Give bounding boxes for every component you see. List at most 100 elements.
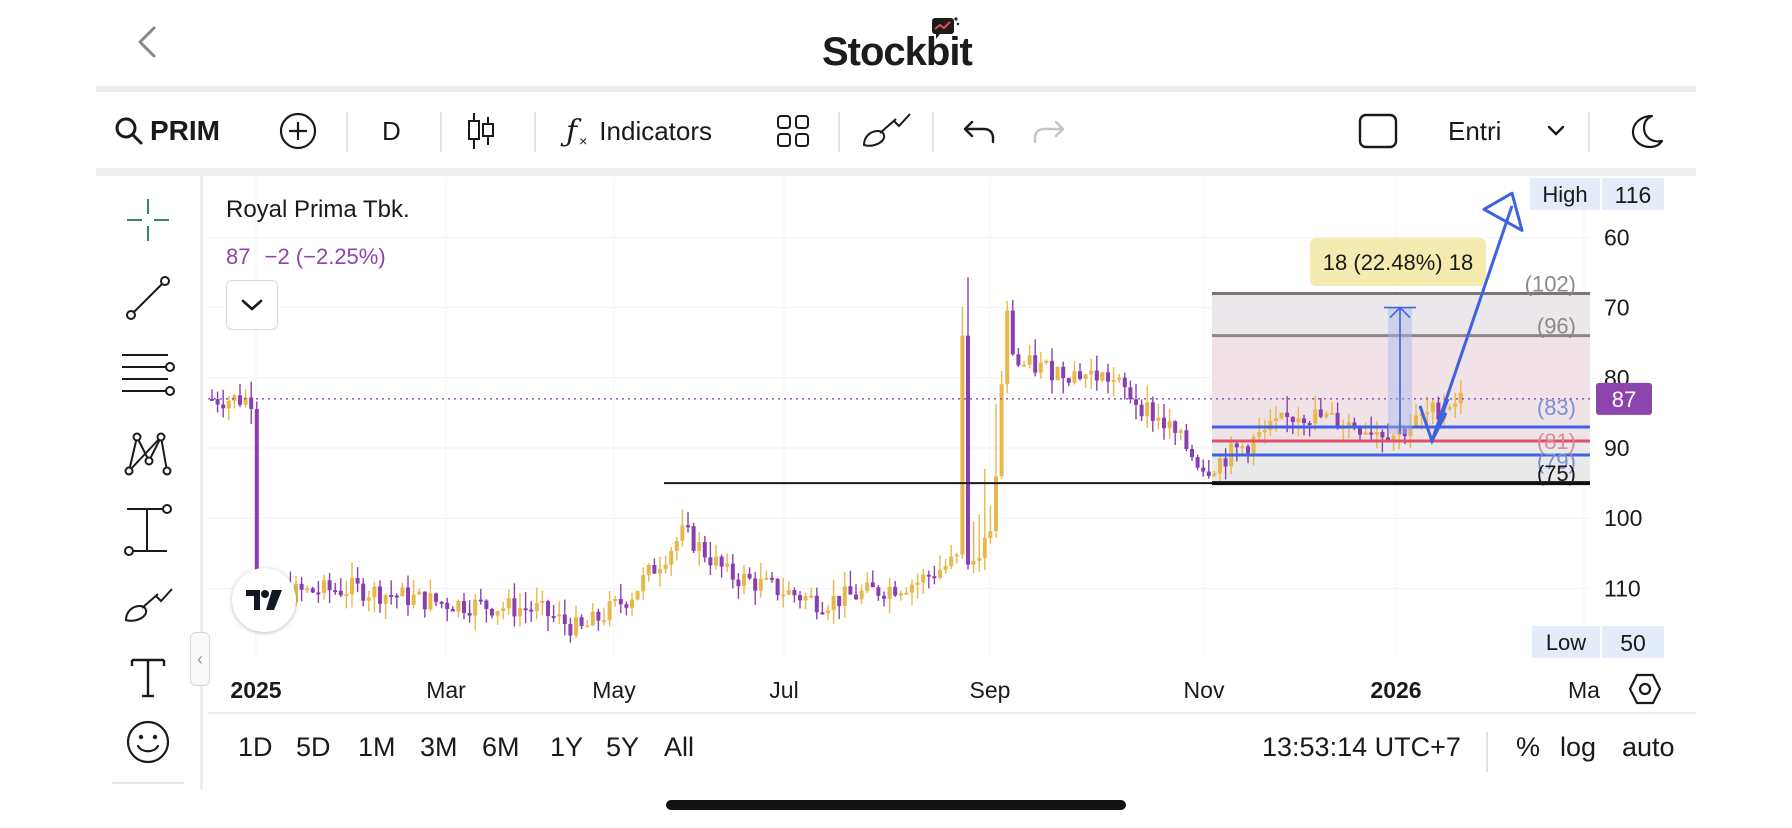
candle-body [842, 586, 847, 607]
range-3m[interactable]: 3M [420, 732, 458, 762]
candle-body [646, 565, 651, 576]
tradingview-logo[interactable] [232, 568, 296, 632]
range-1m[interactable]: 1M [358, 732, 396, 762]
candle-body [1010, 310, 1015, 355]
symbol-search[interactable]: PRIM [114, 94, 220, 168]
candle-body [798, 595, 802, 601]
candle-body [938, 569, 942, 578]
candle-body [736, 579, 741, 587]
range-all[interactable]: All [664, 732, 695, 762]
range-1y[interactable]: 1Y [550, 732, 584, 762]
high-label: High [1542, 182, 1587, 207]
toolbar-divider [838, 112, 840, 152]
candle-body [249, 397, 254, 409]
chat-chart-icon [932, 17, 960, 39]
auto-toggle[interactable]: auto [1622, 732, 1675, 762]
indicators-label: Indicators [599, 115, 713, 146]
candle-body [1033, 355, 1038, 373]
toolbar-divider [534, 112, 536, 152]
candle-body [495, 610, 500, 616]
header-divider [96, 86, 1696, 92]
candle-body [506, 598, 511, 609]
measure-arrow-head [1389, 306, 1411, 319]
log-toggle[interactable]: log [1560, 732, 1597, 762]
candle-body [663, 564, 668, 570]
projection-arrow-up [1482, 191, 1524, 232]
range-5y[interactable]: 5Y [606, 732, 640, 762]
candle-body [529, 609, 534, 612]
high-value-box [1602, 178, 1664, 210]
candle-body [1139, 404, 1144, 417]
trend-line-icon [126, 276, 170, 320]
candle-body [338, 590, 343, 596]
candle-body [1100, 372, 1105, 381]
candle-body [294, 583, 298, 603]
candle-body [786, 590, 791, 595]
brush-tool[interactable] [120, 576, 176, 632]
chart-type-button[interactable] [466, 94, 496, 168]
candle-body [1150, 402, 1155, 421]
crosshair-tool[interactable] [120, 192, 176, 248]
candle-body [1391, 435, 1396, 442]
redo-button[interactable] [1032, 94, 1066, 168]
drawing-toggle-button[interactable] [860, 94, 912, 168]
templates-button[interactable] [776, 94, 810, 168]
candle-body [1072, 371, 1077, 383]
price-tick-label: 70 [1604, 295, 1630, 321]
chart-settings-icon[interactable] [1628, 672, 1662, 706]
candle-body [943, 566, 948, 570]
range-1d[interactable]: 1D [238, 732, 273, 762]
candle-body [954, 554, 959, 557]
candle-body [1240, 446, 1245, 449]
brush-check-icon [124, 588, 173, 622]
candle-body [439, 601, 444, 604]
pattern-tool[interactable] [120, 426, 176, 482]
candle-body [333, 590, 338, 593]
indicators-button[interactable]: ƒ × Indicators [566, 94, 712, 168]
low-value-box [1602, 626, 1664, 658]
candle-body [590, 611, 595, 626]
legend-expand-button[interactable] [226, 280, 278, 330]
text-tool[interactable] [120, 650, 176, 706]
candle-body [814, 595, 819, 613]
clock-timezone[interactable]: 13:53:14 UTC+7 [1262, 732, 1461, 762]
candle-body [445, 602, 450, 610]
time-axis-label: May [592, 677, 636, 703]
trend-line-tool[interactable] [120, 270, 176, 326]
fib-retracement-tool[interactable] [120, 346, 176, 402]
candle-body [602, 620, 606, 623]
theme-toggle-button[interactable] [1630, 94, 1664, 168]
candle-body [792, 590, 797, 596]
home-indicator [666, 800, 1126, 810]
bottom-divider-v [1486, 732, 1488, 772]
candle-body [1346, 422, 1351, 427]
range-6m[interactable]: 6M [482, 732, 520, 762]
range-5d[interactable]: 5D [296, 732, 331, 762]
candle-body [686, 525, 690, 528]
candle-body [658, 569, 662, 574]
candle-body [534, 602, 539, 611]
measure-tool[interactable] [120, 502, 176, 558]
compare-button[interactable] [278, 94, 318, 168]
layout-select[interactable]: Entri [1448, 94, 1565, 168]
fullscreen-button[interactable] [1358, 94, 1398, 168]
candle-body [428, 593, 433, 610]
candle-body [960, 335, 965, 555]
range-bar: 1D 5D 1M 3M 6M 1Y 5Y All 13:53:14 UTC+7 … [208, 714, 1698, 794]
emoji-tool[interactable] [120, 714, 176, 770]
candle-body [579, 617, 584, 626]
back-arrow-icon[interactable] [128, 22, 168, 62]
undo-button[interactable] [962, 94, 996, 168]
app-name: Stockbit [822, 30, 973, 74]
low-label-box [1532, 626, 1600, 658]
candle-body [1402, 428, 1407, 437]
candle-body [1453, 403, 1458, 407]
collapse-tools-button[interactable]: ‹ [190, 632, 210, 686]
candle-body [378, 586, 382, 604]
zone-target-fill [1212, 335, 1590, 441]
percent-toggle[interactable]: % [1516, 732, 1541, 762]
tradingview-icon [246, 590, 282, 610]
last-price: 87 [226, 244, 251, 269]
candle-body [243, 397, 248, 405]
interval-button[interactable]: D [382, 94, 401, 168]
